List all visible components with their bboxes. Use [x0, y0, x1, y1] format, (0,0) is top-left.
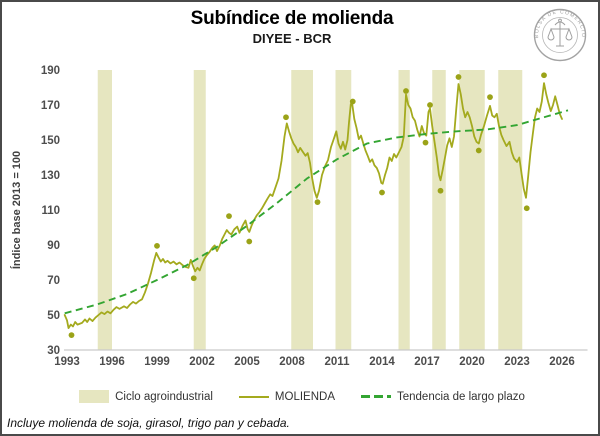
legend-label-tendencia: Tendencia de largo plazo	[397, 390, 525, 403]
scales-icon	[547, 18, 573, 47]
y-axis-label: Índice base 2013 = 100	[11, 150, 23, 270]
x-tick-label: 1999	[144, 356, 170, 368]
chart-subtitle: DIYEE - BCR	[252, 31, 332, 46]
y-tick-label: 190	[41, 65, 60, 77]
x-tick-label: 2011	[325, 356, 351, 368]
extreme-dot	[68, 332, 75, 339]
y-tick-label: 150	[41, 135, 60, 147]
extreme-dot	[283, 114, 289, 121]
x-tick-label: 2026	[549, 356, 575, 368]
ciclo-band	[498, 70, 523, 350]
ciclo-band	[459, 70, 485, 350]
extreme-dot	[246, 238, 253, 245]
y-tick-label: 90	[47, 240, 60, 252]
extreme-dot	[455, 74, 462, 80]
x-tick-label: 2020	[459, 356, 485, 368]
extreme-dot	[427, 102, 433, 108]
ciclo-band	[398, 70, 410, 350]
x-tick-label: 2002	[189, 356, 215, 368]
y-tick-label: 50	[47, 310, 60, 322]
extreme-dot	[487, 94, 493, 101]
extreme-dot	[422, 139, 429, 146]
y-tick-label: 170	[41, 100, 60, 112]
legend: Ciclo agroindustrial MOLIENDA Tendencia …	[2, 390, 598, 403]
line-swatch-icon	[238, 395, 269, 398]
title-block: Subíndice de molienda DIYEE - BCR	[62, 8, 522, 46]
extreme-dot	[403, 88, 409, 94]
bcr-seal-logo: BOLSA DE COMERCIO DE ROSARIO	[533, 8, 587, 62]
legend-label-molienda: MOLIENDA	[274, 390, 335, 403]
dash-swatch-icon	[361, 395, 391, 398]
x-tick-label: 2005	[234, 356, 260, 368]
legend-item-molienda: MOLIENDA	[238, 390, 335, 403]
x-tick-label: 1996	[99, 356, 125, 368]
ciclo-band	[335, 70, 352, 350]
ciclo-band	[291, 70, 313, 350]
ciclo-band	[193, 70, 206, 350]
extreme-dot	[379, 189, 385, 196]
y-tick-label: 130	[41, 170, 60, 182]
y-tick-label: 30	[47, 345, 60, 357]
extreme-dot	[154, 242, 160, 249]
legend-item-tendencia: Tendencia de largo plazo	[361, 391, 525, 403]
x-tick-label: 2023	[504, 356, 530, 368]
extreme-dot	[349, 98, 356, 105]
molienda-line	[63, 82, 563, 329]
extreme-dot	[314, 199, 321, 206]
extreme-dot	[226, 213, 232, 220]
y-tick-label: 110	[41, 205, 60, 217]
ciclo-band	[97, 70, 112, 350]
extreme-dot	[437, 187, 444, 194]
x-tick-label: 1993	[54, 356, 80, 368]
footnote: Incluye molienda de soja, girasol, trigo…	[7, 416, 290, 430]
x-tick-label: 2014	[369, 356, 395, 368]
legend-label-ciclo: Ciclo agroindustrial	[115, 390, 213, 403]
chart-title: Subíndice de molienda	[190, 8, 394, 29]
legend-item-ciclo: Ciclo agroindustrial	[79, 390, 213, 403]
extreme-dot	[541, 72, 547, 79]
x-tick-label: 2017	[414, 356, 440, 368]
y-tick-label: 70	[47, 275, 60, 287]
extreme-dot	[475, 147, 482, 154]
band-swatch-icon	[79, 390, 110, 403]
extreme-dot	[190, 275, 197, 282]
x-tick-label: 2008	[279, 356, 305, 368]
ciclo-band	[432, 70, 446, 350]
extreme-dot	[523, 205, 530, 212]
trend-line	[64, 109, 569, 315]
